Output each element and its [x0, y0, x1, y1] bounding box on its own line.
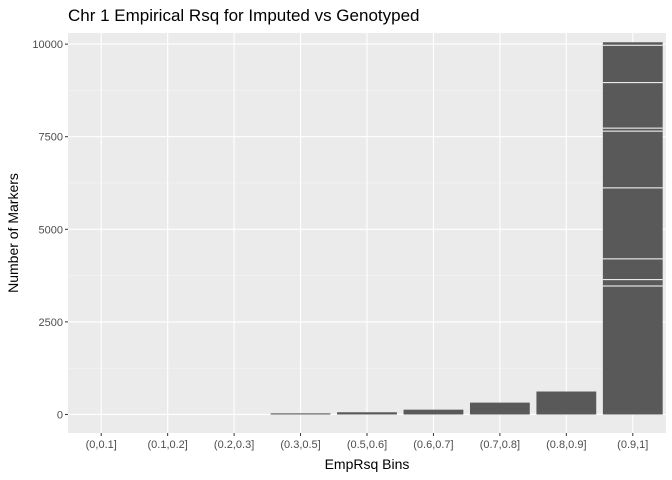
x-tick-label: (0.6,0.7]	[413, 439, 453, 451]
grid-major	[68, 33, 666, 433]
x-tick-label: (0.3,0.5]	[280, 439, 320, 451]
x-tick-label: (0.9,1]	[617, 439, 648, 451]
bar	[337, 412, 397, 415]
x-tick-label: (0.8,0.9]	[546, 439, 586, 451]
bar	[403, 409, 464, 415]
y-axis: 0 2500 5000 7500 10000	[32, 39, 68, 421]
x-tick-label: (0.1,0.2]	[147, 439, 187, 451]
x-axis: (0,0.1] (0.1,0.2] (0.2,0.3] (0.3,0.5] (0.5,0…	[86, 433, 648, 451]
bar	[469, 402, 530, 415]
x-tick-label: (0.5,0.6]	[347, 439, 387, 451]
x-axis-title: EmpRsq Bins	[325, 456, 410, 472]
y-tick-label: 0	[57, 409, 63, 421]
bar	[536, 391, 597, 415]
bar	[602, 42, 663, 415]
x-tick-label: (0,0.1]	[86, 439, 117, 451]
x-tick-label: (0.2,0.3]	[214, 439, 254, 451]
bars	[270, 42, 663, 415]
y-tick-label: 5000	[39, 224, 63, 236]
bar	[270, 413, 331, 415]
y-tick-label: 7500	[39, 132, 63, 144]
chart-title: Chr 1 Empirical Rsq for Imputed vs Genot…	[68, 6, 419, 25]
x-tick-label: (0.7,0.8]	[480, 439, 520, 451]
y-tick-label: 10000	[32, 39, 63, 51]
y-tick-label: 2500	[39, 317, 63, 329]
y-axis-title: Number of Markers	[5, 173, 21, 293]
